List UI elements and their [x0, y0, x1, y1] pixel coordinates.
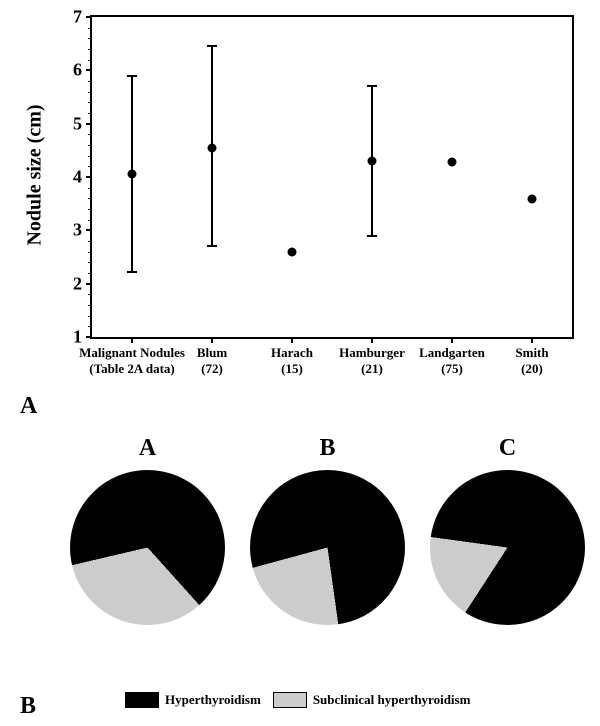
ytick-minor: [88, 220, 92, 221]
ytick-minor: [88, 102, 92, 103]
x-category-label: Smith(20): [515, 345, 548, 378]
ytick: [86, 336, 92, 338]
panel-a-letter: A: [20, 393, 37, 420]
ytick: [86, 123, 92, 125]
ytick-label: 5: [73, 113, 82, 134]
scatter-plot-area: 1234567Malignant Nodules(Table 2A data)B…: [90, 15, 574, 339]
ytick-minor: [88, 60, 92, 61]
ytick-minor: [88, 38, 92, 39]
ytick-label: 4: [73, 167, 82, 188]
ytick-minor: [88, 166, 92, 167]
ytick-minor: [88, 198, 92, 199]
error-cap: [207, 245, 217, 247]
ytick: [86, 16, 92, 18]
xcat-line1: Hamburger: [339, 345, 405, 361]
ytick-label: 6: [73, 60, 82, 81]
legend-swatch: [273, 692, 307, 708]
ytick-minor: [88, 156, 92, 157]
ytick-minor: [88, 294, 92, 295]
panel-b: A B C Hyperthyroidism Subclinical hyperthyr…: [20, 430, 590, 720]
ytick-minor: [88, 209, 92, 210]
ytick-minor: [88, 273, 92, 274]
ytick-minor: [88, 305, 92, 306]
ytick-minor: [88, 188, 92, 189]
pie-title: C: [499, 435, 516, 462]
pie-chart: [430, 470, 585, 625]
y-axis-label: Nodule size (cm): [24, 104, 47, 245]
panel-b-letter: B: [20, 693, 36, 720]
ytick: [86, 229, 92, 231]
ytick-minor: [88, 49, 92, 50]
xcat-line2: (Table 2A data): [79, 361, 185, 377]
ytick-minor: [88, 241, 92, 242]
error-cap: [127, 75, 137, 77]
xcat-line2: (21): [339, 361, 405, 377]
x-category-label: Blum(72): [197, 345, 227, 378]
x-category-label: Hamburger(21): [339, 345, 405, 378]
xcat-line1: Harach: [271, 345, 313, 361]
legend-item: Hyperthyroidism: [125, 692, 261, 708]
data-point: [368, 157, 377, 166]
data-point: [128, 170, 137, 179]
legend-label: Subclinical hyperthyroidism: [313, 692, 471, 708]
xcat-line2: (20): [515, 361, 548, 377]
ytick-label: 7: [73, 7, 82, 28]
ytick-minor: [88, 316, 92, 317]
ytick-minor: [88, 326, 92, 327]
pie-chart: [70, 470, 225, 625]
xcat-line1: Malignant Nodules: [79, 345, 185, 361]
data-point: [528, 195, 537, 204]
xcat-line2: (72): [197, 361, 227, 377]
pie-chart: [250, 470, 405, 625]
figure-root: Nodule size (cm) 1234567Malignant Nodule…: [0, 0, 600, 726]
pie-legend: Hyperthyroidism Subclinical hyperthyroidi…: [125, 692, 495, 712]
data-point: [448, 158, 457, 167]
xtick: [131, 337, 133, 343]
xcat-line1: Blum: [197, 345, 227, 361]
ytick-minor: [88, 113, 92, 114]
xtick: [371, 337, 373, 343]
xtick: [451, 337, 453, 343]
x-category-label: Harach(15): [271, 345, 313, 378]
ytick: [86, 69, 92, 71]
xtick: [211, 337, 213, 343]
legend-swatch: [125, 692, 159, 708]
xtick: [291, 337, 293, 343]
ytick-minor: [88, 92, 92, 93]
x-category-label: Landgarten(75): [419, 345, 485, 378]
ytick-minor: [88, 134, 92, 135]
ytick-label: 3: [73, 220, 82, 241]
error-cap: [127, 271, 137, 273]
data-point: [288, 247, 297, 256]
legend-label: Hyperthyroidism: [165, 692, 261, 708]
panel-a: Nodule size (cm) 1234567Malignant Nodule…: [20, 5, 590, 415]
error-cap: [367, 235, 377, 237]
xcat-line1: Smith: [515, 345, 548, 361]
ytick-minor: [88, 81, 92, 82]
ytick-minor: [88, 284, 92, 285]
pie-title: A: [139, 435, 156, 462]
xtick: [531, 337, 533, 343]
xcat-line2: (75): [419, 361, 485, 377]
ytick-minor: [88, 252, 92, 253]
ytick-minor: [88, 145, 92, 146]
ytick-minor: [88, 28, 92, 29]
pie-title: B: [319, 435, 335, 462]
error-cap: [207, 45, 217, 47]
error-cap: [367, 85, 377, 87]
xcat-line2: (15): [271, 361, 313, 377]
data-point: [208, 143, 217, 152]
legend-item: Subclinical hyperthyroidism: [273, 692, 471, 708]
ytick-label: 2: [73, 273, 82, 294]
ytick-minor: [88, 262, 92, 263]
xcat-line1: Landgarten: [419, 345, 485, 361]
ytick: [86, 176, 92, 178]
x-category-label: Malignant Nodules(Table 2A data): [79, 345, 185, 378]
